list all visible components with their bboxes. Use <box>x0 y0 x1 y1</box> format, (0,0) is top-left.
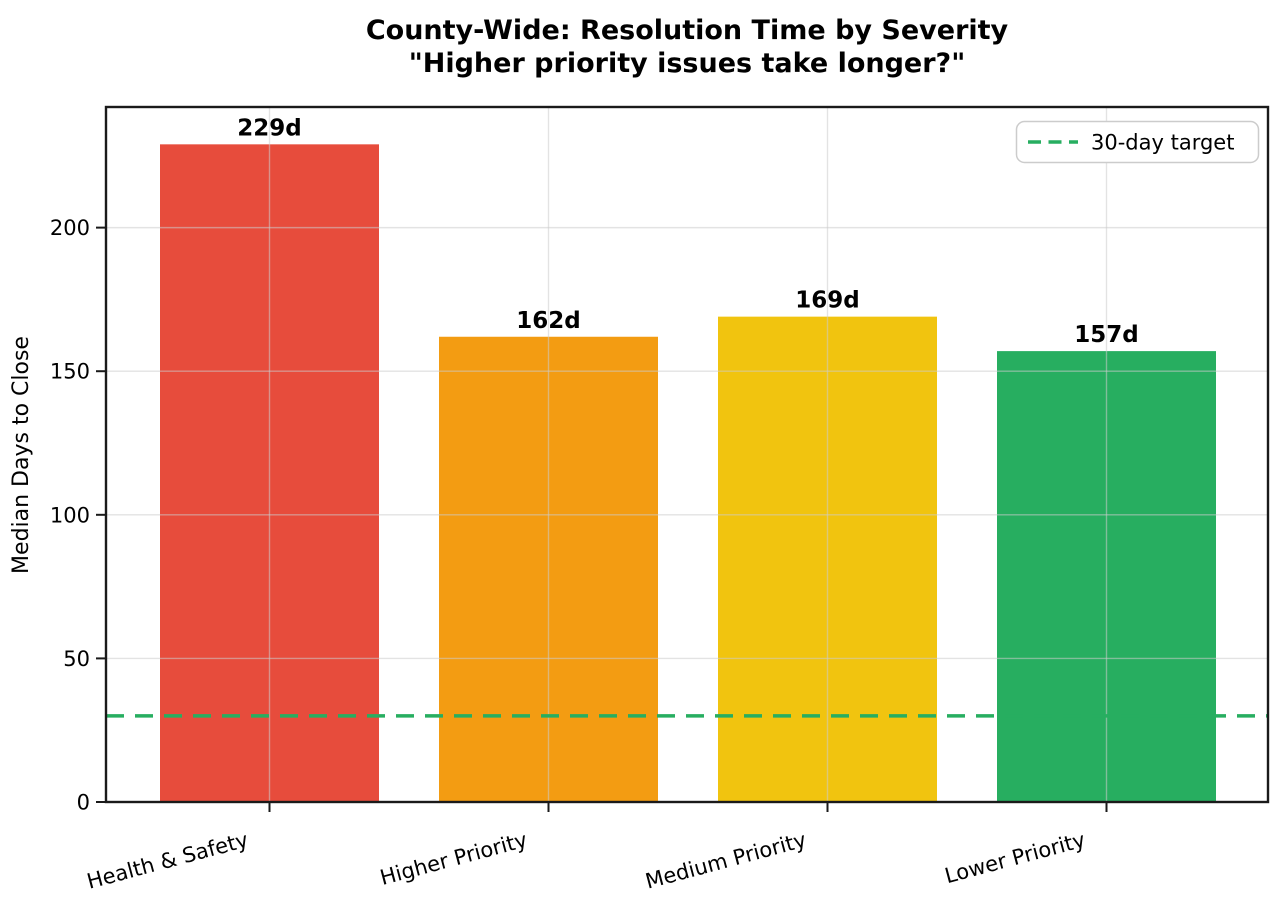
legend-box <box>1015 120 1260 164</box>
plot-area-border <box>104 105 1270 804</box>
gridlines-group <box>106 107 1268 802</box>
y-tick-label: 150 <box>50 360 90 384</box>
bars-group <box>160 144 1216 802</box>
x-tick-label-higher-priority: Higher Priority <box>377 828 529 890</box>
legend: 30-day target <box>1015 120 1260 164</box>
y-tick-label: 100 <box>50 503 90 527</box>
y-axis-label: Median Days to Close <box>9 336 34 574</box>
chart-title: County-Wide: Resolution Time by Severity <box>366 15 1009 46</box>
y-tick-label: 50 <box>63 647 90 671</box>
bar-value-label: 162d <box>516 308 580 334</box>
y-tick-label: 0 <box>77 791 90 815</box>
legend-label-30-day-target: 30-day target <box>1091 131 1234 155</box>
y-tick-label: 200 <box>50 216 90 240</box>
x-tick-label-lower-priority: Lower Priority <box>942 828 1088 889</box>
bar-value-label: 157d <box>1074 322 1138 348</box>
bar-value-labels-group: 229d 162d 169d 157d <box>237 115 1138 348</box>
bar-value-label: 229d <box>237 115 301 141</box>
x-tick-label-medium-priority: Medium Priority <box>643 828 809 894</box>
chart-subtitle: "Higher priority issues take longer?" <box>409 48 966 79</box>
x-tick-label-health-safety: Health & Safety <box>84 828 250 894</box>
bar-value-label: 169d <box>795 288 859 314</box>
